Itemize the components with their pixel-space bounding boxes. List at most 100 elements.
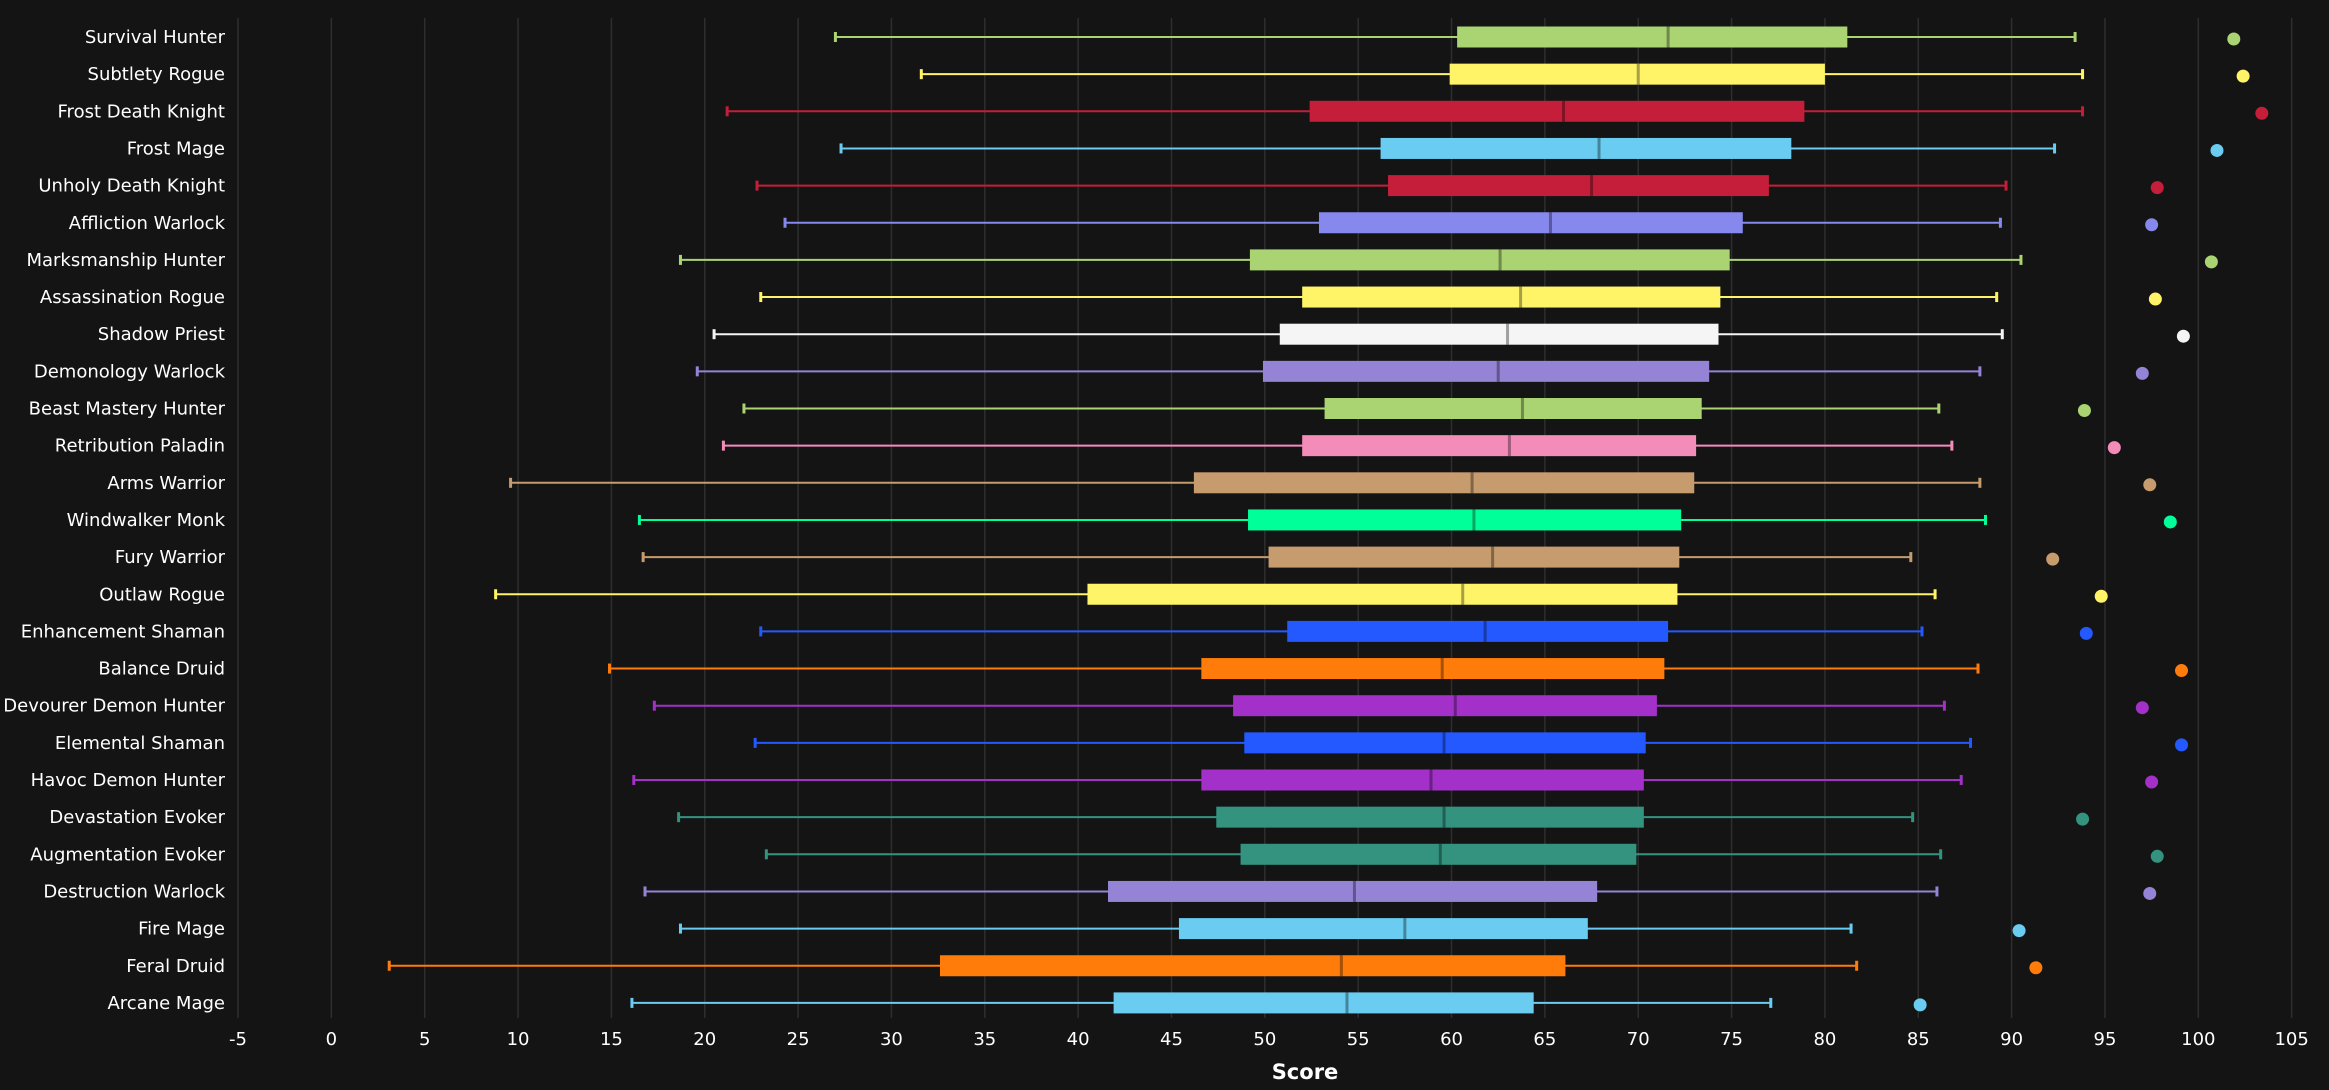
outlier-point[interactable] — [2077, 404, 2091, 417]
outlier-point[interactable] — [2046, 552, 2060, 566]
box-plot-row — [695, 360, 2149, 382]
box-plot-series — [387, 26, 2269, 1014]
iqr-box[interactable] — [1380, 137, 1792, 159]
x-tick-label: 100 — [2181, 1029, 2215, 1050]
outlier-point[interactable] — [2135, 366, 2149, 380]
iqr-box[interactable] — [1318, 212, 1743, 234]
box-plot-row — [652, 695, 2149, 717]
iqr-box[interactable] — [1324, 398, 1702, 419]
spec-label: Beast Mastery Hunter — [29, 399, 226, 420]
iqr-box[interactable] — [1388, 175, 1769, 197]
box-plot-row — [630, 992, 1927, 1014]
spec-label: Frost Death Knight — [58, 101, 225, 122]
iqr-box[interactable] — [1449, 63, 1825, 85]
box-plot-row — [678, 918, 2026, 940]
outlier-point[interactable] — [2143, 478, 2157, 492]
spec-label: Assassination Rogue — [40, 287, 225, 308]
spec-label: Elemental Shaman — [55, 733, 225, 754]
outlier-point[interactable] — [2204, 255, 2218, 269]
x-tick-label: -5 — [229, 1029, 247, 1050]
outlier-point[interactable] — [2029, 961, 2043, 975]
x-tick-label: 60 — [1440, 1029, 1463, 1050]
box-plot-row — [753, 732, 2189, 754]
iqr-box[interactable] — [1268, 546, 1680, 568]
x-tick-label: 0 — [326, 1029, 337, 1050]
box-plot-row — [721, 435, 2121, 457]
outlier-point[interactable] — [2076, 812, 2090, 826]
iqr-box[interactable] — [1201, 658, 1665, 680]
x-tick-label: 15 — [600, 1029, 623, 1050]
iqr-box[interactable] — [1249, 249, 1730, 271]
outlier-point[interactable] — [2227, 32, 2241, 46]
spec-labels: Survival Hunter Subtlety Rogue Frost Death… — [3, 27, 225, 1014]
iqr-box[interactable] — [1279, 323, 1719, 345]
spec-label: Devastation Evoker — [49, 807, 225, 828]
x-axis-title: Score — [1272, 1060, 1339, 1084]
outlier-point[interactable] — [2079, 626, 2093, 640]
box-plot-row — [759, 286, 2162, 308]
iqr-box[interactable] — [1309, 100, 1805, 122]
box-plot-row — [643, 880, 2157, 902]
spec-label: Devourer Demon Hunter — [3, 696, 225, 717]
box-plot-row — [608, 658, 2189, 680]
iqr-box[interactable] — [1201, 769, 1644, 791]
iqr-box[interactable] — [1244, 732, 1646, 754]
iqr-box[interactable] — [1302, 286, 1721, 308]
x-tick-label: 90 — [2000, 1029, 2023, 1050]
iqr-box[interactable] — [1193, 472, 1695, 494]
x-tick-label: 50 — [1253, 1029, 1276, 1050]
spec-label: Fury Warrior — [115, 547, 226, 568]
outlier-point[interactable] — [2094, 589, 2108, 603]
box-plot-row — [759, 620, 2093, 642]
x-tick-label: 10 — [507, 1029, 530, 1050]
x-tick-label: 30 — [880, 1029, 903, 1050]
x-tick-label: 55 — [1347, 1029, 1370, 1050]
outlier-point[interactable] — [1913, 998, 1927, 1012]
iqr-box[interactable] — [1108, 880, 1598, 902]
outlier-point[interactable] — [2236, 69, 2250, 83]
iqr-box[interactable] — [939, 955, 1566, 977]
box-plot-row — [494, 583, 2108, 605]
iqr-box[interactable] — [1233, 695, 1657, 717]
x-tick-label: 25 — [787, 1029, 810, 1050]
outlier-point[interactable] — [2135, 701, 2149, 715]
outlier-point[interactable] — [2163, 515, 2177, 529]
iqr-box[interactable] — [1457, 26, 1848, 48]
outlier-point[interactable] — [2143, 886, 2157, 900]
spec-label: Augmentation Evoker — [30, 844, 225, 865]
box-plot-row — [742, 398, 2091, 419]
outlier-point[interactable] — [2175, 738, 2189, 752]
outlier-point[interactable] — [2175, 664, 2189, 678]
x-tick-label: 35 — [973, 1029, 996, 1050]
outlier-point[interactable] — [2012, 924, 2026, 938]
x-tick-label: 40 — [1067, 1029, 1090, 1050]
spec-label: Frost Mage — [127, 138, 225, 159]
outlier-point[interactable] — [2150, 181, 2164, 195]
iqr-box[interactable] — [1287, 620, 1669, 642]
iqr-box[interactable] — [1113, 992, 1534, 1014]
iqr-box[interactable] — [1248, 509, 1682, 531]
outlier-point[interactable] — [2145, 218, 2159, 232]
x-tick-label: 20 — [693, 1029, 716, 1050]
spec-label: Survival Hunter — [85, 27, 226, 48]
box-plot-row — [637, 509, 2177, 531]
iqr-box[interactable] — [1087, 583, 1678, 605]
outlier-point[interactable] — [2107, 441, 2121, 455]
box-plot-row — [839, 137, 2224, 159]
x-tick-label: 85 — [1907, 1029, 1930, 1050]
iqr-box[interactable] — [1240, 843, 1637, 865]
outlier-point[interactable] — [2148, 292, 2162, 306]
iqr-box[interactable] — [1302, 435, 1697, 457]
box-plot-row — [632, 769, 2159, 791]
iqr-box[interactable] — [1216, 806, 1644, 828]
x-tick-label: 5 — [419, 1029, 430, 1050]
iqr-box[interactable] — [1178, 918, 1588, 940]
outlier-point[interactable] — [2210, 143, 2224, 157]
outlier-point[interactable] — [2255, 106, 2269, 120]
x-tick-label: 105 — [2274, 1029, 2308, 1050]
outlier-point[interactable] — [2145, 775, 2159, 789]
outlier-point[interactable] — [2176, 329, 2190, 343]
outlier-point[interactable] — [2150, 849, 2164, 863]
iqr-box[interactable] — [1262, 360, 1710, 382]
